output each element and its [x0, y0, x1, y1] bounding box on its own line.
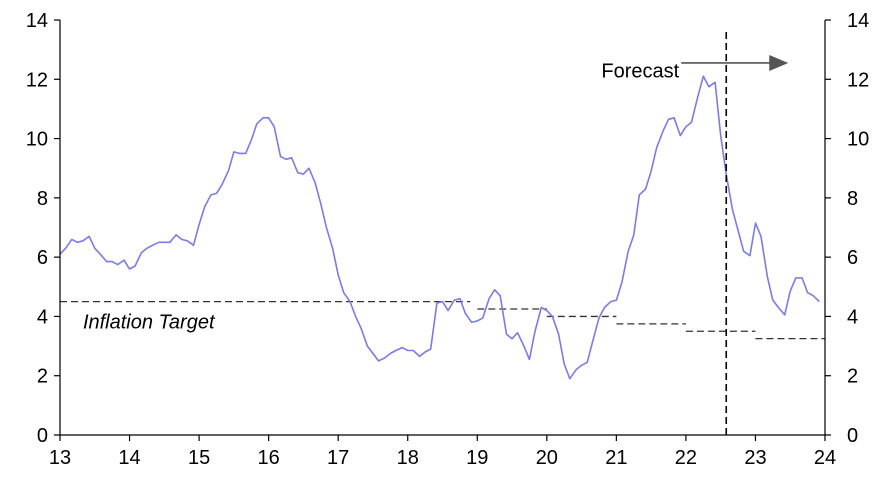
x-tick-label: 21	[605, 447, 627, 469]
inflation-target-line	[60, 300, 825, 340]
x-tick-label: 18	[397, 447, 419, 469]
y-tick-label-left: 12	[26, 69, 48, 91]
x-tick-label: 19	[466, 447, 488, 469]
y-tick-label-left: 10	[26, 129, 48, 151]
y-tick-label-right: 8	[847, 188, 858, 210]
y-tick-label-left: 8	[37, 188, 48, 210]
y-tick-label-right: 14	[847, 10, 869, 32]
inflation-target-label: Inflation Target	[83, 311, 216, 333]
y-tick-label-right: 4	[847, 306, 858, 328]
y-tick-label-right: 10	[847, 129, 869, 151]
y-tick-label-right: 6	[847, 247, 858, 269]
x-tick-label: 23	[744, 447, 766, 469]
x-tick-label: 15	[188, 447, 210, 469]
x-tick-label: 13	[49, 447, 71, 469]
x-tick-label: 22	[675, 447, 697, 469]
y-tick-label-left: 14	[26, 10, 48, 32]
y-tick-label-left: 6	[37, 247, 48, 269]
x-tick-label: 17	[327, 447, 349, 469]
inflation-series-line	[59, 75, 820, 380]
y-tick-label-left: 2	[37, 366, 48, 388]
forecast-arrowhead-icon	[769, 54, 789, 71]
y-tick-label-right: 0	[847, 425, 858, 447]
series-layer	[59, 75, 820, 380]
x-tick-label: 20	[536, 447, 558, 469]
y-tick-label-left: 4	[37, 306, 48, 328]
annotations: Forecast Inflation Target	[83, 54, 789, 333]
y-tick-label-left: 0	[37, 425, 48, 447]
forecast-label: Forecast	[601, 60, 679, 82]
y-tick-label-right: 2	[847, 366, 858, 388]
y-tick-label-right: 12	[847, 69, 869, 91]
x-tick-label: 14	[118, 447, 140, 469]
x-tick-label: 16	[258, 447, 280, 469]
x-tick-label: 24	[814, 447, 836, 469]
